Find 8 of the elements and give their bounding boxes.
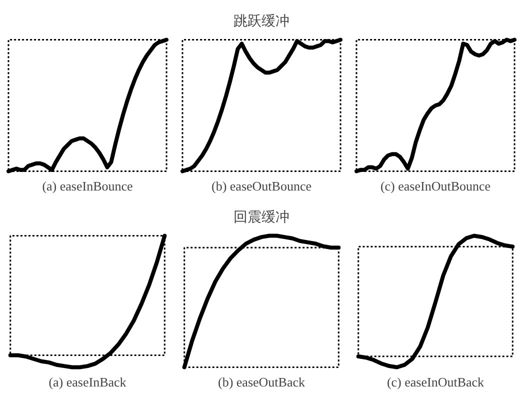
chart-title: 回震缓冲 xyxy=(234,210,290,226)
x-axis-title: (b) easeOutBounce xyxy=(212,178,312,194)
x-axis-title: (a) easeInBack xyxy=(48,374,127,390)
chart-title: 跳跃缓冲 xyxy=(234,14,290,30)
x-axis-title: (b) easeOutBack xyxy=(218,374,306,390)
x-axis-title: (c) easeInOutBounce xyxy=(380,178,491,194)
x-axis-title: (a) easeInBounce xyxy=(42,178,134,194)
x-axis-title: (c) easeInOutBack xyxy=(386,374,485,390)
